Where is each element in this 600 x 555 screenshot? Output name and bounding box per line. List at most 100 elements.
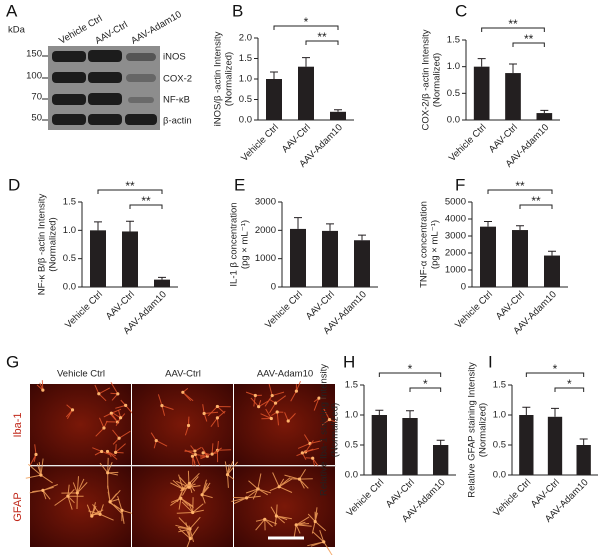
cell [157,394,174,416]
y-tick-label: 5000 [445,197,466,208]
error-bar [477,58,486,67]
cell-body [294,389,298,393]
protein-label: NF-κB [163,95,190,106]
significance-bracket [525,372,585,377]
error-bar [516,225,524,231]
cell-body [100,449,104,454]
significance-bracket [519,204,553,209]
y-tick-label: 2000 [445,248,466,259]
x-tick-label: Vehicle Ctrl [63,289,105,331]
significance-label: ** [508,17,518,31]
error-bar [522,406,531,415]
cell [307,530,333,555]
column-label: AAV-Ctrl [165,369,201,380]
cell-body [117,436,121,440]
marker-label: 50 [31,113,42,124]
error-bar [436,439,445,445]
significance-bracket [487,189,553,194]
bar [122,231,138,287]
cell-body [191,510,195,515]
error-bar [158,276,166,280]
y-tick-label: 0 [271,282,276,293]
y-axis-label: (Normalized) [330,403,341,457]
cell-body [70,408,75,412]
bar [512,230,528,287]
cell-body [154,439,158,443]
cell-body [39,473,43,477]
significance-bracket [512,42,545,47]
panel-letter: A [6,1,18,20]
error-bar [509,63,517,74]
y-tick-label: 0 [461,282,466,293]
error-bar [126,220,134,232]
bar [371,415,387,475]
cell-body [215,416,219,420]
column-label: AAV-Adam10 [257,369,313,380]
cell-body [257,405,261,409]
cell [99,457,119,489]
error-bar [375,409,384,415]
panel-letter: I [488,352,493,371]
cell-body [90,514,94,518]
cell-body [274,514,279,518]
cell-body [66,494,70,498]
cell-body [317,396,321,400]
cell-body [311,456,315,460]
cell [201,479,213,504]
bar [266,79,282,120]
cell-body [188,536,192,541]
cell [260,408,272,420]
cell-body [98,512,102,516]
y-tick-label: 1.0 [493,410,506,421]
cell-body [105,449,110,454]
y-tick-label: 3000 [445,231,466,242]
y-tick-label: 0.5 [447,88,460,99]
error-bar [484,221,492,227]
y-axis-label: iNOS/β -actin Intensity [213,31,224,126]
marker-label: 70 [31,92,42,103]
significance-bracket [409,387,442,392]
cell-body [41,488,45,492]
cell [107,485,123,514]
stain-tile [234,466,335,547]
cell [269,472,293,493]
significance-bracket [273,25,339,30]
x-tick-label: Vehicle Ctrl [447,122,489,164]
cell-body [41,388,45,392]
cell [176,470,201,492]
cell-body [118,416,123,420]
bar [154,279,170,287]
panel-letter: E [234,175,245,194]
cell-body [179,496,183,500]
x-tick-label: Vehicle Ctrl [239,122,281,164]
y-axis-label: TNF-α concentration [419,201,430,288]
cell-body [269,416,273,421]
cell-body [193,449,197,453]
significance-bracket [129,204,163,209]
y-tick-label: 0.5 [63,253,76,264]
error-bar [334,109,342,112]
stain-tile [132,466,233,547]
y-tick-label: 1.5 [493,380,506,391]
y-tick-label: 0.0 [239,115,252,126]
bar [354,240,370,287]
error-bar [294,217,302,229]
cell-body [75,491,79,495]
cell-body [253,393,257,398]
significance-bracket [97,189,163,194]
error-bar [358,234,366,241]
significance-bracket [554,387,585,392]
y-tick-label: 0.5 [239,94,252,105]
cell [293,516,312,538]
panel-letter: H [343,352,355,371]
y-axis-label: COX-2/β -actin Intensity [421,29,432,130]
cell [245,473,271,500]
significance-label: * [408,362,413,376]
y-tick-label: 0.5 [345,440,358,451]
bar [576,445,591,475]
error-bar [579,438,588,445]
cell-body [294,523,298,527]
cell [108,495,136,524]
cell-body [116,392,120,396]
cell [29,484,58,500]
